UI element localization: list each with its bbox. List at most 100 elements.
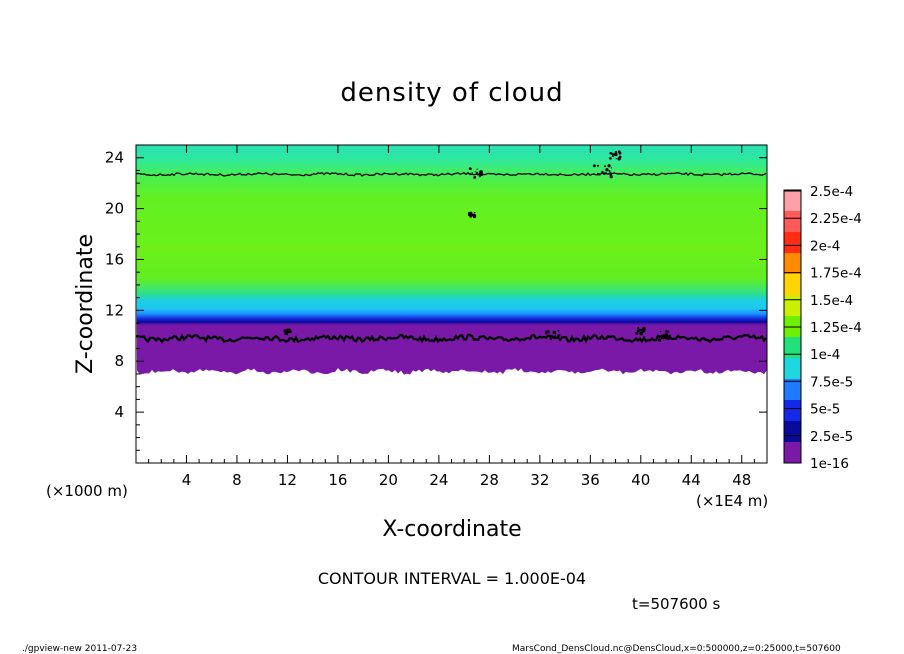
contour-blob-2-4 bbox=[613, 152, 618, 157]
contour-blob-4-5 bbox=[545, 332, 548, 335]
x-axis: 4 8 12 16 20 24 28 32 36 40 44 48 bbox=[148, 145, 755, 489]
contour-blob-0-13 bbox=[468, 167, 472, 171]
cloud-region bbox=[136, 145, 767, 375]
contour-blob-5-12 bbox=[660, 330, 662, 333]
contour-blob-4-12 bbox=[554, 335, 557, 338]
x-axis-label: X-coordinate bbox=[382, 517, 521, 542]
contour-blob-6-13 bbox=[641, 329, 646, 333]
contour-blob-7-5 bbox=[284, 332, 287, 335]
contour-blob-2-9 bbox=[618, 153, 620, 155]
contour-blob-1-10 bbox=[607, 164, 611, 168]
colorbar-swatch bbox=[784, 442, 801, 464]
colorbar-label: 1e-4 bbox=[810, 347, 840, 363]
contour-blob-5-9 bbox=[660, 337, 663, 340]
x-tick-label: 40 bbox=[631, 471, 650, 489]
contour-blob-1-8 bbox=[596, 164, 600, 167]
contour-blob-7-13 bbox=[289, 329, 292, 332]
contour-blob-2-3 bbox=[611, 155, 614, 158]
contour-blob-4-8 bbox=[546, 330, 550, 334]
x-tick-label: 16 bbox=[328, 471, 347, 489]
contour-blob-2-10 bbox=[611, 152, 613, 154]
contour-blob-6-4 bbox=[640, 333, 642, 335]
x-tick-label: 24 bbox=[429, 471, 448, 489]
contour-blob-2-11 bbox=[618, 155, 622, 159]
contour-blob-0-3 bbox=[469, 173, 471, 175]
contour-blob-6-0 bbox=[637, 326, 640, 329]
x-tick-label: 44 bbox=[682, 471, 701, 489]
x-tick-label: 4 bbox=[182, 471, 192, 489]
contour-blob-7-11 bbox=[286, 329, 288, 332]
colorbar-label: 1.5e-4 bbox=[810, 293, 853, 309]
contour-blob-3-1 bbox=[473, 211, 476, 214]
chart-title: density of cloud bbox=[340, 78, 563, 108]
contour-blob-5-5 bbox=[662, 335, 666, 340]
contour-blob-3-13 bbox=[468, 212, 472, 216]
colorbar-swatch bbox=[784, 358, 801, 380]
colorbar-label: 5e-5 bbox=[810, 402, 840, 418]
y-tick-label: 4 bbox=[114, 403, 124, 421]
colorbar: 2.5e-4 2.25e-4 2e-4 1.75e-4 1.5e-4 1.25e-4 1e-… bbox=[783, 184, 862, 472]
colorbar-swatch bbox=[784, 295, 801, 317]
colorbar-swatch bbox=[784, 379, 801, 401]
contour-blob-0-5 bbox=[471, 172, 474, 174]
contour-blob-0-8 bbox=[480, 173, 483, 177]
contour-line-upper bbox=[136, 171, 767, 177]
contour-blob-4-11 bbox=[549, 337, 553, 340]
contour-blob-4-4 bbox=[557, 334, 561, 337]
x-tick-label: 20 bbox=[379, 471, 398, 489]
footer-right: MarsCond_DensCloud.nc@DensCloud,x=0:5000… bbox=[512, 644, 841, 654]
contour-blob-1-12 bbox=[597, 172, 599, 175]
contour-blob-0-0 bbox=[473, 176, 477, 179]
contour-blob-2-7 bbox=[614, 150, 618, 154]
contour-blob-1-13 bbox=[598, 173, 600, 175]
colorbar-label: 7.5e-5 bbox=[810, 374, 853, 390]
contour-blob-7-12 bbox=[286, 332, 288, 335]
x-unit-label: (×1E4 m) bbox=[696, 492, 768, 510]
y-tick-label: 24 bbox=[105, 149, 124, 167]
time-text: t=507600 s bbox=[632, 595, 720, 613]
contour-blob-4-13 bbox=[557, 336, 559, 338]
colorbar-label: 2e-4 bbox=[810, 238, 840, 254]
colorbar-swatch bbox=[784, 190, 801, 212]
contour-blob-0-6 bbox=[476, 168, 478, 170]
contour-interval-text: CONTOUR INTERVAL = 1.000E-04 bbox=[318, 569, 586, 588]
contour-blob-1-5 bbox=[605, 168, 609, 172]
contour-blob-0-9 bbox=[479, 170, 483, 174]
contour-blob-0-12 bbox=[477, 173, 479, 176]
contour-blob-6-1 bbox=[635, 331, 639, 335]
contour-blob-7-3 bbox=[283, 330, 287, 333]
y-unit-label: (×1000 m) bbox=[46, 482, 128, 500]
y-tick-label: 8 bbox=[114, 352, 124, 370]
contour-blob-5-7 bbox=[668, 338, 670, 340]
contour-blob-5-11 bbox=[667, 330, 670, 333]
contour-blob-6-12 bbox=[639, 328, 642, 331]
x-tick-label: 48 bbox=[732, 471, 751, 489]
x-tick-label: 28 bbox=[480, 471, 499, 489]
contour-blob-1-1 bbox=[609, 173, 613, 176]
contour-blob-2-13 bbox=[618, 151, 621, 154]
y-axis: 4 8 12 16 20 24 bbox=[105, 149, 767, 451]
colorbar-label: 1.75e-4 bbox=[810, 266, 862, 282]
x-tick-label: 12 bbox=[278, 471, 297, 489]
contour-blob-5-0 bbox=[665, 330, 668, 333]
contour-blob-3-10 bbox=[472, 214, 474, 217]
colorbar-swatch bbox=[784, 421, 801, 443]
colorbar-swatch bbox=[784, 211, 801, 233]
x-tick-label: 36 bbox=[581, 471, 600, 489]
contour-blob-5-2 bbox=[657, 338, 662, 342]
contour-blob-1-2 bbox=[604, 165, 606, 168]
colorbar-swatch bbox=[784, 337, 801, 359]
contour-blob-5-10 bbox=[665, 334, 668, 336]
contour-blob-1-6 bbox=[593, 164, 596, 168]
contour-blob-1-11 bbox=[608, 170, 611, 172]
contour-blob-4-10 bbox=[545, 336, 548, 339]
colorbar-label: 2.5e-5 bbox=[810, 429, 853, 445]
x-tick-label: 32 bbox=[530, 471, 549, 489]
y-tick-label: 12 bbox=[105, 301, 124, 319]
contour-blobs bbox=[283, 150, 671, 342]
y-axis-label: Z-coordinate bbox=[73, 234, 98, 374]
colorbar-swatch bbox=[784, 232, 801, 254]
contour-blob-4-1 bbox=[554, 336, 556, 339]
contour-blob-2-0 bbox=[615, 158, 617, 160]
